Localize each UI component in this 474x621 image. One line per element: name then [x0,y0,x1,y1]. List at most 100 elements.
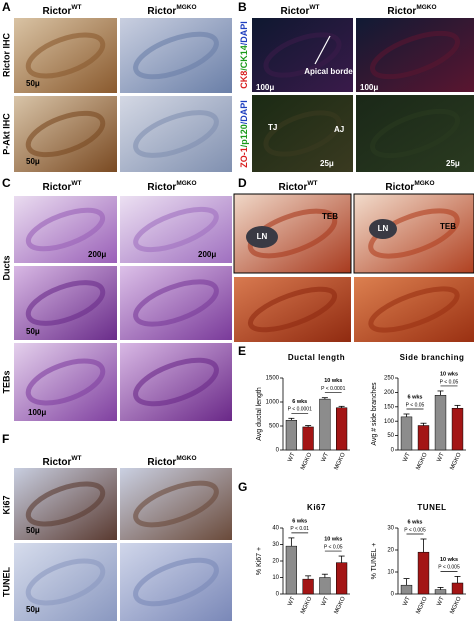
header-superscript: MGKO [176,455,196,462]
row-label: CK8/CK14/DAPI [239,21,249,89]
micrograph [120,266,232,340]
header-base: Rictor [147,457,176,468]
chart-title: TUNEL [417,503,446,512]
header-base: Rictor [387,6,416,17]
comparison-group: 6 wks [292,399,307,405]
tissue-structure [369,108,461,159]
tissue-structure [25,280,106,326]
y-tick-label: 20 [387,548,394,554]
micrograph [120,96,232,172]
header-superscript: MGKO [416,4,436,11]
bar [451,407,464,451]
y-tick-label: 10 [272,575,279,581]
bar [319,577,331,595]
annotation: Apical border [304,67,356,76]
bar [434,589,447,595]
p-value: P < 0.0001 [288,407,312,413]
arrow [314,35,331,65]
row-label-part: /DAPI [239,21,249,45]
column-header: RictorMGKO [147,455,196,468]
chart-title: Side branching [400,353,465,362]
x-tick-label: MGKO [450,452,463,471]
tissue-structure [133,480,219,528]
p-value: P < 0.05 [406,402,425,408]
micrograph [120,468,232,540]
comparison-group: 10 wks [440,371,458,377]
header-base: Rictor [42,182,71,193]
tissue-structure [133,206,219,253]
lymph-node [369,219,397,239]
column-header: RictorMGKO [147,4,196,17]
lymph-node [246,226,278,248]
row-label: Ducts [1,255,11,280]
tissue-structure [368,286,460,333]
header-superscript: WT [309,4,319,11]
tissue-structure [133,557,219,607]
annotation: LN [257,232,268,241]
chart-title: Ki67 [307,503,326,512]
column-header: RictorWT [42,4,81,17]
bar [285,545,297,595]
bar [285,419,297,451]
header-superscript: WT [71,4,81,11]
annotation: TEB [322,212,338,221]
tissue-structure [247,208,338,259]
annotation: TEB [440,222,456,231]
tissue-structure [133,31,219,80]
tissue-structure [368,208,460,259]
bar [417,551,430,595]
tissue-structure [25,110,106,158]
row-label: P-Akt IHC [1,113,11,155]
bar [400,584,413,595]
y-tick-label: 0 [276,592,280,598]
panel-label: F [2,432,9,446]
micrograph [233,193,352,274]
y-axis-label: % TUNEL + [371,543,378,580]
bar [417,425,430,451]
header-base: Rictor [42,6,71,17]
header-base: Rictor [42,457,71,468]
y-axis-label: Avg ductal length [256,387,263,441]
tissue-structure [133,110,219,158]
tissue-structure [25,481,106,527]
y-axis-label: Avg # side branches [371,382,378,446]
micrograph [120,343,232,421]
x-tick-label: MGKO [300,596,313,615]
chart-title: Ductal length [288,353,345,362]
x-tick-label: MGKO [450,596,463,615]
micrograph [14,196,117,263]
y-tick-label: 20 [272,559,279,565]
bar [319,398,331,451]
header-base: Rictor [385,182,414,193]
annotation: AJ [334,125,344,134]
x-tick-label: MGKO [416,596,429,615]
bar [302,426,314,451]
tissue-structure [25,558,106,606]
comparison-group: 10 wks [440,557,458,563]
p-value: P < 0.0001 [321,386,345,392]
tissue-structure [263,110,342,157]
x-tick-label: MGKO [334,596,347,615]
micrograph [354,277,474,342]
row-label: TEBs [1,370,11,393]
x-tick-label: WT [321,452,331,463]
x-tick-label: WT [402,452,412,463]
header-superscript: WT [307,180,317,187]
tissue-structure [133,357,219,407]
y-tick-label: 250 [384,376,395,382]
column-header: RictorMGKO [385,180,434,193]
column-header: RictorMGKO [387,4,436,17]
column-header: RictorWT [42,455,81,468]
row-label: ZO-1/p120/DAPI [239,100,249,168]
tissue-structure [369,30,461,80]
scale-bar-label: 50μ [26,526,40,535]
header-base: Rictor [147,6,176,17]
comparison-group: 6 wks [292,518,307,524]
x-tick-label: WT [287,452,297,463]
p-value: P < 0.05 [440,379,459,385]
y-tick-label: 200 [384,390,395,396]
y-tick-label: 50 [387,433,394,439]
y-tick-label: 1000 [266,400,280,406]
comparison-group: 10 wks [324,537,342,543]
